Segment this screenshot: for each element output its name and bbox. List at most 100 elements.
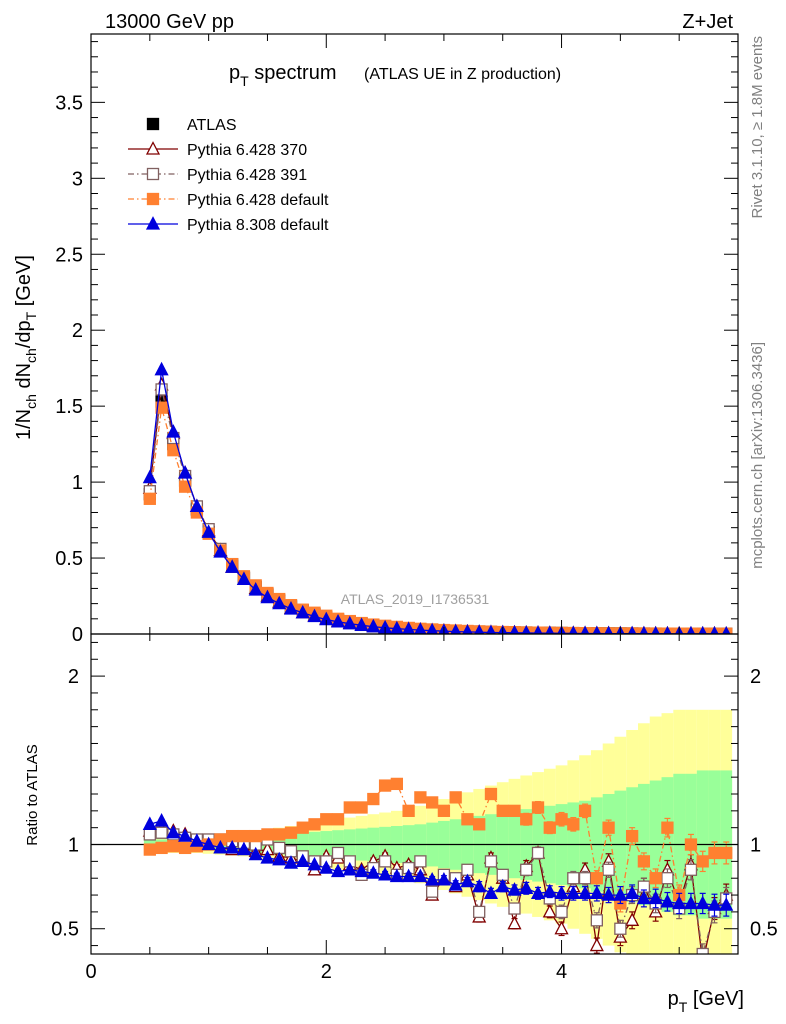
ratio-point — [695, 895, 710, 910]
data-point — [330, 613, 346, 628]
data-point — [402, 621, 416, 634]
ratio-point — [719, 897, 734, 911]
ratio-point — [636, 890, 651, 905]
ratio-point — [566, 885, 581, 900]
ratio-point — [201, 836, 216, 851]
data-point — [155, 401, 168, 414]
legend-marker — [145, 141, 161, 155]
chart-title: pT spectrum — [229, 62, 337, 89]
x-tick-label: 0 — [85, 961, 96, 983]
legend: ATLAS Pythia 6.428 370 Pythia 6.428 391 Pyt… — [128, 117, 329, 234]
ratio-point — [543, 821, 556, 834]
ratio-point — [283, 855, 299, 869]
ratio-panel: 0.5 0.5 1 1 2 2 0 2 4 Ratio to ATLAS pT [GeV] — [24, 633, 778, 1015]
ratio-point — [613, 887, 628, 901]
ratio-y-axis-label: Ratio to ATLAS — [24, 744, 41, 845]
ratio-point — [331, 813, 345, 826]
ratio-point — [319, 860, 334, 874]
data-point — [342, 615, 357, 630]
data-point — [486, 624, 496, 634]
ratio-point — [625, 885, 640, 900]
ratio-point — [590, 872, 603, 885]
ratio-point — [649, 872, 662, 885]
data-point — [236, 571, 251, 585]
ratio-point — [720, 846, 733, 860]
legend-label: Pythia 6.428 default — [187, 192, 329, 209]
ratio-y-ticks: 0.5 0.5 1 1 2 2 — [51, 641, 778, 947]
ratio-x-ticks: 0 2 4 — [85, 634, 739, 983]
ratio-point — [684, 838, 698, 851]
data-point — [414, 622, 427, 634]
ratio-point — [342, 861, 357, 876]
ratio-series-3 — [142, 813, 734, 917]
data-point — [142, 469, 157, 484]
data-point — [166, 424, 181, 438]
data-point — [545, 625, 555, 634]
ratio-point — [660, 893, 675, 908]
data-point — [366, 618, 381, 633]
ratio-point — [273, 841, 286, 855]
ratio-point — [507, 915, 522, 930]
legend-item: Pythia 6.428 default — [128, 192, 329, 209]
ratio-point — [425, 885, 439, 898]
ratio-point — [531, 801, 545, 814]
header-left-label: 13000 GeV pp — [105, 11, 234, 33]
ratio-point — [402, 804, 415, 817]
ratio-point — [436, 871, 451, 886]
data-point — [568, 625, 578, 634]
data-point — [426, 622, 439, 634]
ratio-point — [155, 826, 168, 839]
ratio-point — [483, 885, 499, 900]
ratio-point — [331, 846, 345, 860]
ratio-point — [637, 855, 651, 868]
data-point — [201, 524, 216, 538]
ratio-point — [142, 816, 157, 830]
data-point — [154, 361, 169, 376]
ratio-point — [178, 841, 192, 855]
ratio-point — [461, 863, 474, 876]
legend-marker — [146, 167, 160, 181]
ratio-point — [508, 902, 521, 915]
ratio-y-tick-label: 1 — [68, 835, 79, 857]
data-point — [521, 625, 531, 634]
data-point — [509, 624, 520, 634]
ratio-y-tick-label-right: 0.5 — [750, 919, 778, 941]
x-axis-label-rest: [GeV] — [687, 988, 744, 1010]
ratio-point — [625, 912, 640, 926]
data-point — [604, 625, 613, 634]
ratio-point — [496, 868, 509, 881]
ratio-point — [696, 855, 709, 868]
main-y-axis-label: 1/Nch dNch/dpT [GeV] — [13, 255, 39, 440]
main-x-ticks — [90, 34, 739, 634]
ratio-point — [284, 845, 298, 858]
ratio-point — [684, 863, 698, 876]
ratio-point — [378, 866, 393, 881]
ratio-point — [272, 851, 287, 866]
x-tick-label: 2 — [321, 961, 332, 983]
ratio-point — [519, 880, 534, 894]
data-point — [627, 625, 637, 634]
y-tick-label: 0 — [72, 624, 83, 646]
ratio-point — [225, 839, 240, 854]
ratio-point — [295, 853, 310, 868]
ratio-point — [625, 829, 639, 843]
data-point — [248, 582, 263, 596]
x-axis-label-main: p — [668, 988, 679, 1010]
y-tick-label: 0.5 — [55, 548, 83, 570]
ratio-point — [590, 914, 603, 927]
ratio-point — [237, 829, 251, 843]
data-point — [450, 623, 462, 634]
ratio-point — [567, 818, 580, 831]
legend-marker — [146, 192, 160, 206]
ratio-point — [520, 863, 533, 876]
data-point — [462, 623, 473, 634]
ratio-point — [143, 843, 156, 856]
ratio-point — [401, 868, 416, 883]
ratio-point — [213, 839, 228, 854]
ratio-point — [708, 846, 721, 860]
ratio-point — [143, 828, 156, 841]
y-tick-label: 1 — [72, 472, 83, 494]
y-tick-label: 2.5 — [55, 244, 83, 266]
ratio-point — [542, 883, 557, 898]
ratio-point — [166, 824, 181, 839]
